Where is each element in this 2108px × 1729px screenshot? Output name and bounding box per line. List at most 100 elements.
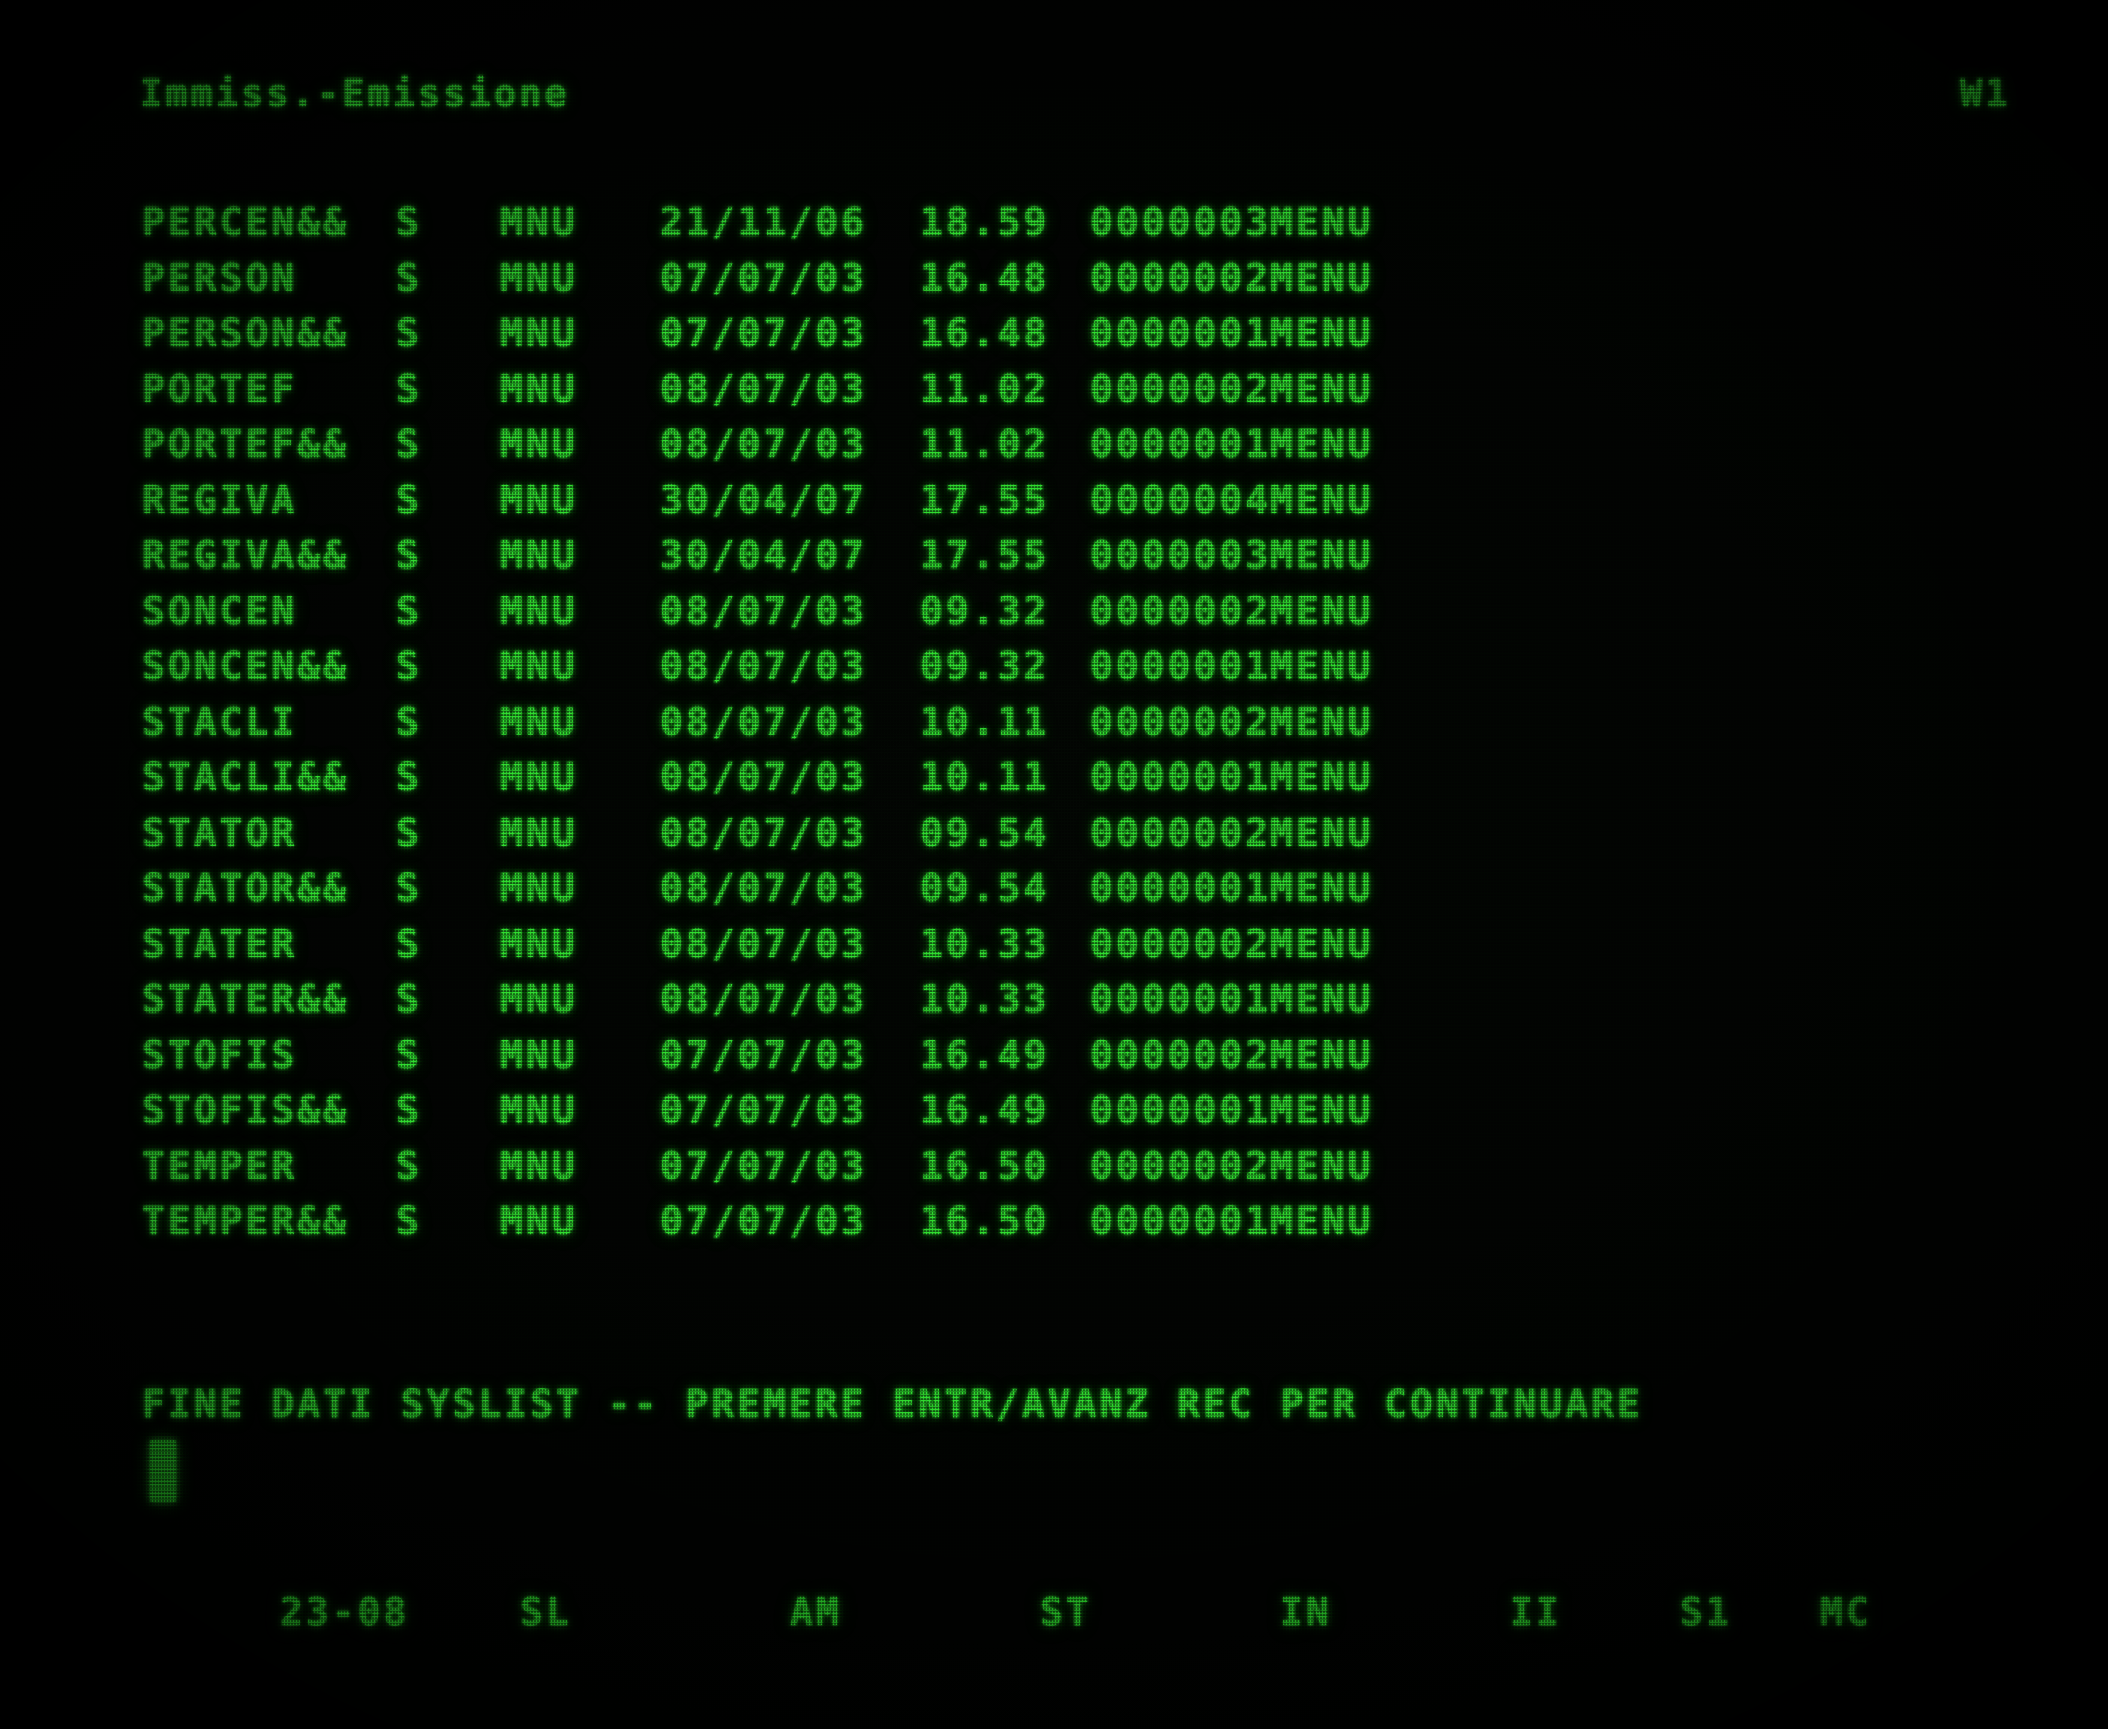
cell-name: SONCEN&& <box>142 644 350 688</box>
cell-type: MNU <box>500 366 578 411</box>
cell-date: 08/07/03 <box>660 366 868 411</box>
cell-count: 0000002 <box>1090 1143 1272 1188</box>
table-row[interactable]: PORTEF&& S MNU 08/07/03 11.02 0000001 MENU <box>0 418 2108 474</box>
cell-time: 10.33 <box>920 977 1050 1021</box>
table-row[interactable]: REGIVA S MNU 30/04/07 17.55 0000004 MENU <box>0 474 2108 530</box>
table-row[interactable]: STACLI S MNU 08/07/03 10.11 0000002 MENU <box>0 696 2108 752</box>
cell-flag: S <box>396 200 422 244</box>
cell-count: 0000001 <box>1090 755 1272 799</box>
header-bar: Immiss.-Emissione W1 <box>0 72 2108 124</box>
cell-count: 0000002 <box>1090 1032 1272 1077</box>
cell-type: MNU <box>500 755 578 799</box>
function-key-sl[interactable]: SL <box>520 1590 572 1634</box>
cell-flag: S <box>396 1143 422 1188</box>
cell-name: REGIVA&& <box>142 533 350 577</box>
cell-date: 08/07/03 <box>660 699 868 744</box>
cell-menu: MENU <box>1270 1143 1374 1188</box>
table-row[interactable]: STOFIS S MNU 07/07/03 16.49 0000002 MENU <box>0 1029 2108 1085</box>
cell-type: MNU <box>500 200 578 244</box>
status-message: FINE DATI SYSLIST -- PREMERE ENTR/AVANZ … <box>142 1382 1643 1426</box>
cell-flag: S <box>396 1199 422 1243</box>
table-row[interactable]: STATOR&& S MNU 08/07/03 09.54 0000001 MENU <box>0 862 2108 918</box>
cell-time: 09.54 <box>920 810 1050 855</box>
cell-flag: S <box>396 422 422 466</box>
cell-date: 30/04/07 <box>660 477 868 522</box>
table-row[interactable]: SONCEN S MNU 08/07/03 09.32 0000002 MENU <box>0 585 2108 641</box>
table-row[interactable]: PORTEF S MNU 08/07/03 11.02 0000002 MENU <box>0 363 2108 419</box>
cell-flag: S <box>396 866 422 910</box>
cell-flag: S <box>396 644 422 688</box>
cell-date: 21/11/06 <box>660 200 868 244</box>
table-row[interactable]: SONCEN&& S MNU 08/07/03 09.32 0000001 MENU <box>0 640 2108 696</box>
cell-name: PORTEF&& <box>142 422 350 466</box>
cell-type: MNU <box>500 588 578 633</box>
cell-time: 16.50 <box>920 1199 1050 1243</box>
function-key-in[interactable]: IN <box>1280 1590 1332 1634</box>
table-row[interactable]: STACLI&& S MNU 08/07/03 10.11 0000001 MENU <box>0 751 2108 807</box>
cell-menu: MENU <box>1270 644 1374 688</box>
cell-count: 0000002 <box>1090 810 1272 855</box>
cell-time: 16.48 <box>920 255 1050 300</box>
cell-menu: MENU <box>1270 200 1374 244</box>
cell-date: 07/07/03 <box>660 1032 868 1077</box>
cell-count: 0000004 <box>1090 477 1272 522</box>
cell-menu: MENU <box>1270 810 1374 855</box>
table-row[interactable]: TEMPER S MNU 07/07/03 16.50 0000002 MENU <box>0 1140 2108 1196</box>
function-key-23-08[interactable]: 23-08 <box>280 1590 410 1634</box>
table-row[interactable]: STOFIS&& S MNU 07/07/03 16.49 0000001 MENU <box>0 1084 2108 1140</box>
cell-name: STATER&& <box>142 977 350 1021</box>
cell-count: 0000002 <box>1090 255 1272 300</box>
cell-date: 07/07/03 <box>660 1199 868 1243</box>
cell-count: 0000001 <box>1090 1199 1272 1243</box>
cell-count: 0000001 <box>1090 1088 1272 1132</box>
cell-name: STATER <box>142 921 298 966</box>
cell-flag: S <box>396 921 422 966</box>
cell-type: MNU <box>500 921 578 966</box>
cell-menu: MENU <box>1270 477 1374 522</box>
cell-count: 0000002 <box>1090 366 1272 411</box>
cell-type: MNU <box>500 1199 578 1243</box>
cell-type: MNU <box>500 477 578 522</box>
table-row[interactable]: PERSON&& S MNU 07/07/03 16.48 0000001 MENU <box>0 307 2108 363</box>
function-key-st[interactable]: ST <box>1040 1590 1092 1634</box>
cell-time: 17.55 <box>920 477 1050 522</box>
cell-flag: S <box>396 311 422 355</box>
cell-name: REGIVA <box>142 477 298 522</box>
table-row[interactable]: PERSON S MNU 07/07/03 16.48 0000002 MENU <box>0 252 2108 308</box>
table-row[interactable]: STATER S MNU 08/07/03 10.33 0000002 MENU <box>0 918 2108 974</box>
cell-name: STACLI <box>142 699 298 744</box>
cell-flag: S <box>396 755 422 799</box>
cell-menu: MENU <box>1270 1088 1374 1132</box>
cell-count: 0000002 <box>1090 588 1272 633</box>
table-row[interactable]: PERCEN&& S MNU 21/11/06 18.59 0000003 MENU <box>0 196 2108 252</box>
table-row[interactable]: STATER&& S MNU 08/07/03 10.33 0000001 MENU <box>0 973 2108 1029</box>
function-key-mc[interactable]: MC <box>1820 1590 1872 1634</box>
function-key-am[interactable]: AM <box>790 1590 842 1634</box>
cell-name: STOFIS&& <box>142 1088 350 1132</box>
cell-menu: MENU <box>1270 366 1374 411</box>
cell-name: PERCEN&& <box>142 200 350 244</box>
table-row[interactable]: TEMPER&& S MNU 07/07/03 16.50 0000001 MENU <box>0 1195 2108 1251</box>
table-row[interactable]: STATOR S MNU 08/07/03 09.54 0000002 MENU <box>0 807 2108 863</box>
cell-name: PERSON&& <box>142 311 350 355</box>
cell-date: 07/07/03 <box>660 1088 868 1132</box>
cell-count: 0000001 <box>1090 311 1272 355</box>
cell-time: 11.02 <box>920 422 1050 466</box>
cell-time: 09.32 <box>920 588 1050 633</box>
page-title: Immiss.-Emissione <box>140 72 570 115</box>
cell-menu: MENU <box>1270 255 1374 300</box>
function-key-s1[interactable]: S1 <box>1680 1590 1732 1634</box>
cell-date: 08/07/03 <box>660 866 868 910</box>
cell-type: MNU <box>500 1088 578 1132</box>
cell-menu: MENU <box>1270 699 1374 744</box>
cell-count: 0000001 <box>1090 422 1272 466</box>
cell-date: 08/07/03 <box>660 921 868 966</box>
cell-flag: S <box>396 810 422 855</box>
function-key-ii[interactable]: II <box>1510 1590 1562 1634</box>
cell-count: 0000003 <box>1090 533 1272 577</box>
table-row[interactable]: REGIVA&& S MNU 30/04/07 17.55 0000003 MENU <box>0 529 2108 585</box>
cell-type: MNU <box>500 644 578 688</box>
cell-type: MNU <box>500 311 578 355</box>
cell-count: 0000002 <box>1090 921 1272 966</box>
